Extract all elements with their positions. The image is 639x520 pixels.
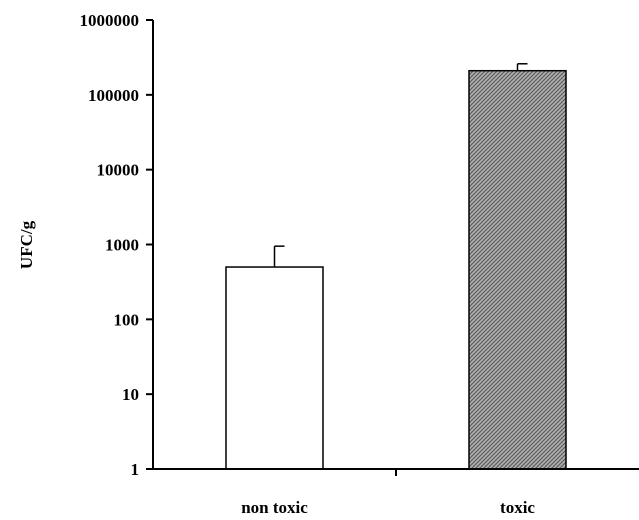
x-category-label: toxic: [500, 498, 535, 517]
bars-layer: [225, 63, 567, 470]
y-axis-title: UFC/g: [17, 220, 36, 269]
bar-toxic: [468, 69, 567, 470]
y-tick-label: 1000000: [80, 11, 140, 30]
y-tick-label: 1: [131, 460, 140, 479]
ticks-layer: 1 10 100 1000 10000 100000 1000000 non toxic tox…: [80, 11, 536, 517]
y-tick-label: 1000: [105, 236, 139, 255]
bar-non-toxic: [225, 266, 324, 470]
y-tick-label: 100000: [88, 86, 139, 105]
y-tick-label: 10: [122, 385, 139, 404]
x-category-label: non toxic: [241, 498, 308, 517]
y-tick-label: 100: [114, 310, 140, 329]
y-tick-label: 10000: [97, 161, 140, 180]
